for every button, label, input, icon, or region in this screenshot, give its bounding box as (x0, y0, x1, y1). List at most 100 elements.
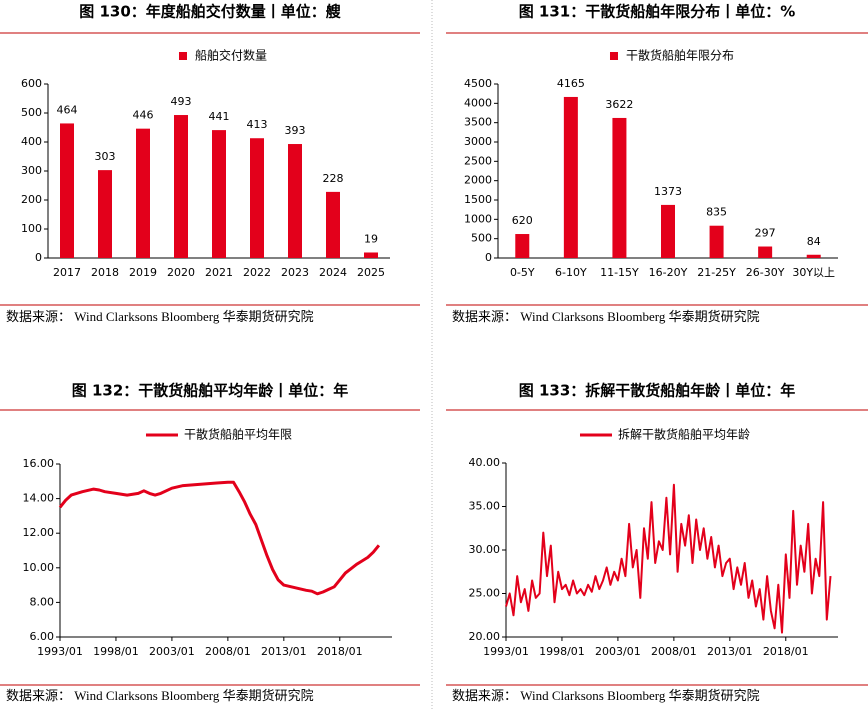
bar (288, 144, 302, 258)
x-tick-label: 2013/01 (261, 645, 307, 658)
y-tick-label: 200 (21, 193, 42, 206)
x-tick-label: 6-10Y (555, 266, 587, 279)
y-tick-label: 20.00 (469, 630, 501, 643)
value-label: 1373 (654, 185, 682, 198)
value-label: 493 (171, 95, 192, 108)
x-tick-label: 2023 (281, 266, 309, 279)
x-tick-label: 2022 (243, 266, 271, 279)
x-tick-label: 2018/01 (317, 645, 363, 658)
y-tick-label: 4000 (464, 96, 492, 109)
value-label: 441 (209, 110, 230, 123)
value-label: 228 (323, 172, 344, 185)
y-tick-label: 500 (471, 232, 492, 245)
source: 数据来源： Wind Clarksons Bloomberg 华泰期货研究院 (6, 688, 314, 703)
bar (250, 138, 264, 258)
y-tick-label: 35.00 (469, 500, 501, 513)
legend-label: 干散货船舶平均年限 (184, 427, 292, 442)
x-tick-label: 2020 (167, 266, 195, 279)
x-tick-label: 2018 (91, 266, 119, 279)
y-tick-label: 2000 (464, 174, 492, 187)
chart-title: 图 133：拆解干散货船舶年龄丨单位：年 (519, 382, 796, 400)
value-label: 393 (285, 124, 306, 137)
value-label: 303 (95, 150, 116, 163)
x-tick-label: 2013/01 (707, 645, 753, 658)
x-tick-label: 11-15Y (600, 266, 639, 279)
y-tick-label: 8.00 (30, 595, 55, 608)
y-tick-label: 30.00 (469, 543, 501, 556)
bar (212, 130, 226, 258)
y-tick-label: 2500 (464, 154, 492, 167)
x-tick-label: 26-30Y (746, 266, 785, 279)
x-tick-label: 2025 (357, 266, 385, 279)
y-tick-label: 600 (21, 77, 42, 90)
x-tick-label: 2017 (53, 266, 81, 279)
y-tick-label: 0 (35, 251, 42, 264)
source: 数据来源： Wind Clarksons Bloomberg 华泰期货研究院 (452, 688, 760, 703)
value-label: 835 (706, 206, 727, 219)
y-tick-label: 1000 (464, 212, 492, 225)
x-tick-label: 1998/01 (539, 645, 585, 658)
bar (806, 254, 821, 258)
y-tick-label: 4500 (464, 77, 492, 90)
bar (612, 117, 627, 258)
y-tick-label: 12.00 (23, 526, 55, 539)
value-label: 3622 (605, 98, 633, 111)
value-label: 19 (364, 232, 378, 245)
bar (136, 128, 150, 258)
bar (515, 234, 530, 258)
value-label: 413 (247, 118, 268, 131)
y-tick-label: 0 (485, 251, 492, 264)
legend-marker (178, 52, 187, 60)
y-tick-label: 400 (21, 135, 42, 148)
bar (326, 191, 340, 258)
y-tick-label: 14.00 (23, 492, 55, 505)
chart-title: 图 130：年度船舶交付数量丨单位：艘 (79, 3, 342, 21)
x-tick-label: 16-20Y (649, 266, 688, 279)
y-tick-label: 10.00 (23, 561, 55, 574)
y-tick-label: 25.00 (469, 587, 501, 600)
line (505, 483, 832, 634)
value-label: 446 (133, 109, 154, 122)
y-tick-label: 100 (21, 222, 42, 235)
x-tick-label: 2018/01 (763, 645, 809, 658)
y-tick-label: 3500 (464, 116, 492, 129)
bar (98, 170, 112, 258)
x-tick-label: 1993/01 (483, 645, 529, 658)
x-tick-label: 2019 (129, 266, 157, 279)
legend-label: 干散货船舶年限分布 (626, 48, 734, 63)
x-tick-label: 2021 (205, 266, 233, 279)
bar (60, 123, 74, 258)
bar (174, 115, 188, 258)
y-tick-label: 16.00 (23, 457, 55, 470)
x-tick-label: 2008/01 (651, 645, 697, 658)
bar (563, 96, 578, 258)
x-tick-label: 21-25Y (697, 266, 736, 279)
value-label: 297 (755, 227, 776, 240)
y-tick-label: 3000 (464, 135, 492, 148)
y-tick-label: 1500 (464, 193, 492, 206)
x-tick-label: 2003/01 (595, 645, 641, 658)
source: 数据来源： Wind Clarksons Bloomberg 华泰期货研究院 (452, 309, 760, 324)
bar (661, 204, 675, 258)
value-label: 4165 (557, 77, 585, 90)
source: 数据来源： Wind Clarksons Bloomberg 华泰期货研究院 (6, 309, 314, 324)
legend-label: 船舶交付数量 (195, 48, 267, 63)
x-tick-label: 1993/01 (37, 645, 83, 658)
line (58, 480, 381, 596)
y-tick-label: 6.00 (30, 630, 55, 643)
y-tick-label: 300 (21, 164, 42, 177)
x-tick-label: 2003/01 (149, 645, 195, 658)
bar (364, 252, 378, 258)
y-tick-label: 40.00 (469, 456, 501, 469)
legend-marker (609, 52, 618, 60)
x-tick-label: 2024 (319, 266, 347, 279)
value-label: 464 (57, 103, 78, 116)
chart-title: 图 131：干散货船舶年限分布丨单位：% (519, 3, 796, 21)
x-tick-label: 0-5Y (510, 266, 535, 279)
legend-label: 拆解干散货船舶平均年龄 (618, 427, 750, 442)
y-tick-label: 500 (21, 106, 42, 119)
bar (709, 225, 724, 258)
chart-title: 图 132：干散货船舶平均年龄丨单位：年 (72, 382, 349, 400)
x-tick-label: 1998/01 (93, 645, 139, 658)
